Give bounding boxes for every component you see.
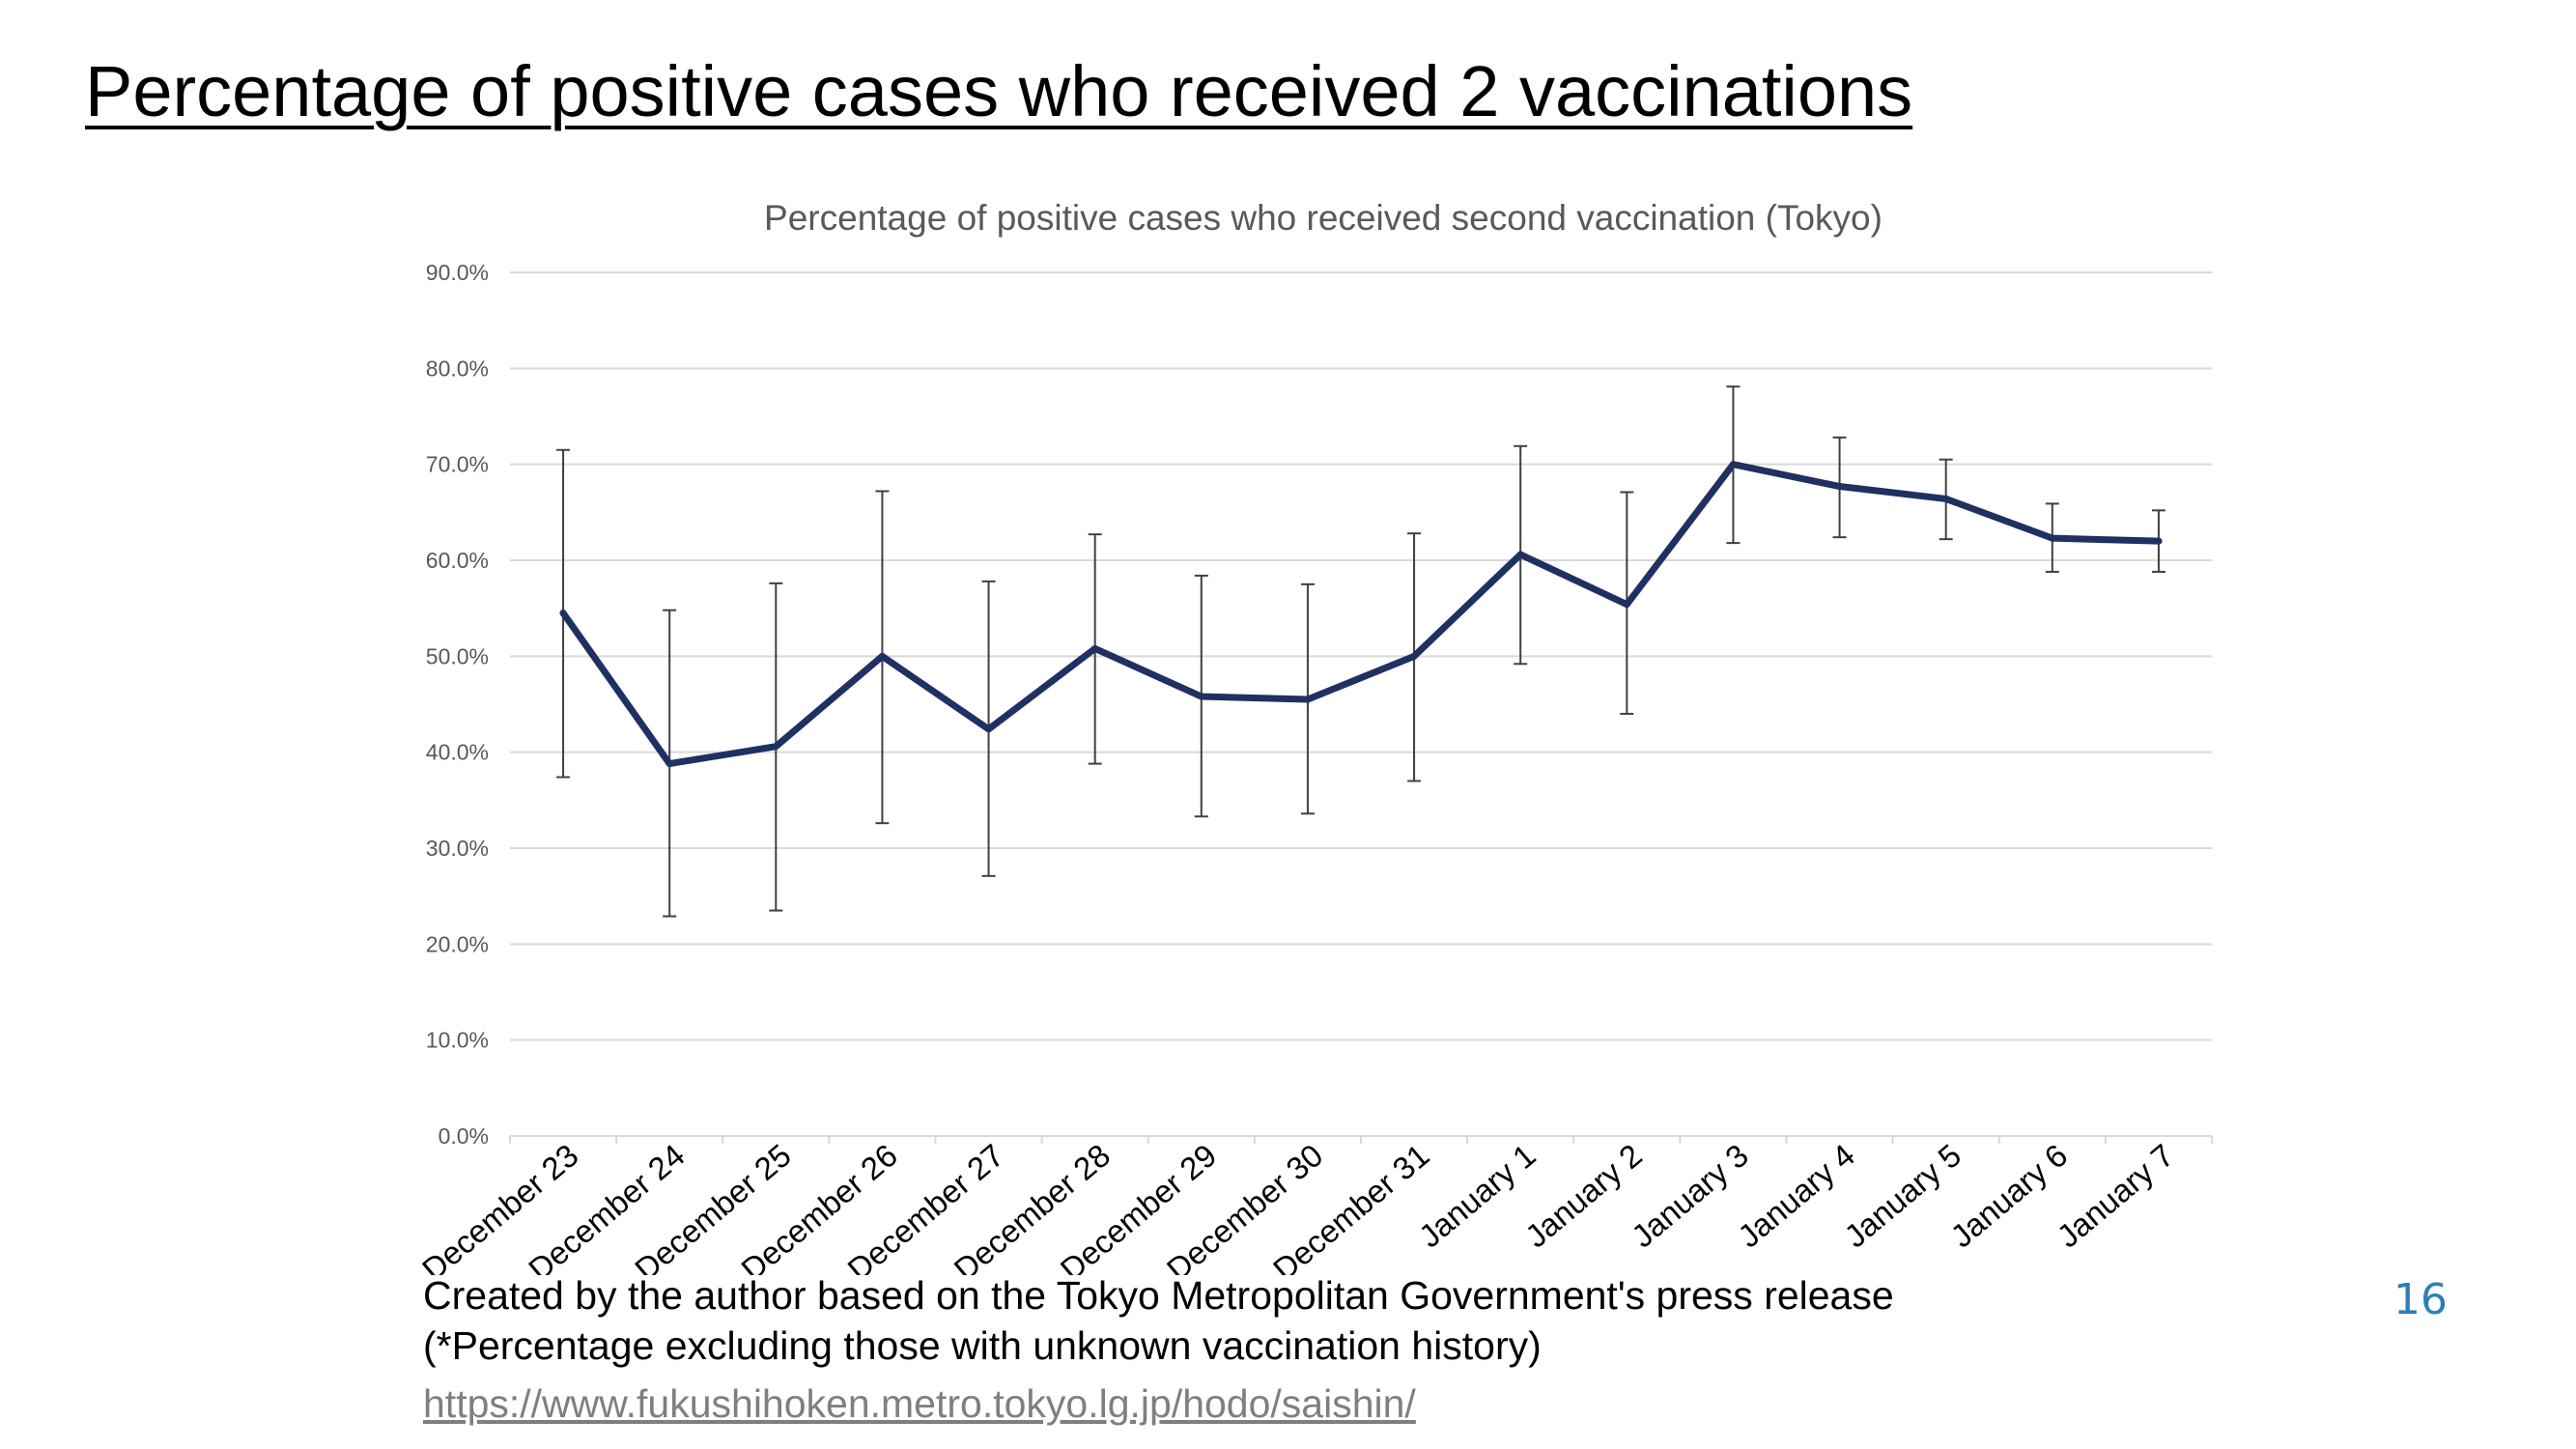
data-point [985, 725, 993, 733]
x-tick-label: January 4 [1731, 1137, 1861, 1255]
data-point [1304, 696, 1312, 703]
y-tick-label: 60.0% [426, 548, 489, 573]
chart-title: Percentage of positive cases who receive… [764, 198, 1882, 238]
data-point [1410, 652, 1418, 660]
source-note: Created by the author based on the Tokyo… [423, 1273, 1894, 1318]
data-point [2155, 537, 2163, 545]
exclusion-note: (*Percentage excluding those with unknow… [423, 1323, 1542, 1368]
line-chart: Percentage of positive cases who receive… [415, 198, 2213, 1275]
y-tick-label: 80.0% [426, 355, 489, 381]
data-point [1729, 461, 1737, 469]
x-tick-label: January 6 [1944, 1137, 2075, 1255]
data-point [1836, 483, 1844, 491]
data-point [665, 760, 673, 768]
source-link[interactable]: https://www.fukushihoken.metro.tokyo.lg.… [423, 1381, 1416, 1426]
data-point [1516, 551, 1524, 558]
series-line-layer [559, 461, 2163, 768]
y-tick-label: 10.0% [426, 1028, 489, 1053]
gridlines [510, 271, 2212, 1137]
data-point [878, 652, 886, 660]
y-axis-ticks: 0.0% 10.0% 20.0% 30.0% 40.0% 50.0% 60.0% 70.0% 8… [426, 260, 489, 1149]
x-tick-label: January 5 [1837, 1137, 1967, 1255]
error-bars [556, 385, 2166, 918]
x-tick-label: January 1 [1412, 1137, 1543, 1255]
data-point [2049, 534, 2056, 542]
data-point [1198, 693, 1205, 700]
x-tick-label: January 3 [1625, 1137, 1755, 1255]
y-tick-label: 30.0% [426, 836, 489, 861]
x-tick-label: January 7 [2051, 1137, 2181, 1255]
data-point [772, 743, 779, 751]
y-tick-label: 0.0% [439, 1123, 489, 1149]
data-point [559, 610, 567, 617]
slide-title: Percentage of positive cases who receive… [85, 51, 1913, 131]
data-point [1942, 495, 1950, 502]
y-tick-label: 70.0% [426, 452, 489, 477]
data-point [1091, 644, 1099, 652]
y-tick-label: 50.0% [426, 643, 489, 668]
page-number: 16 [2393, 1275, 2448, 1324]
y-tick-label: 40.0% [426, 740, 489, 765]
y-tick-label: 20.0% [426, 931, 489, 956]
series-line [559, 461, 2163, 768]
data-point [1623, 601, 1630, 609]
x-tick-label: January 2 [1518, 1137, 1649, 1255]
y-tick-label: 90.0% [426, 260, 489, 285]
